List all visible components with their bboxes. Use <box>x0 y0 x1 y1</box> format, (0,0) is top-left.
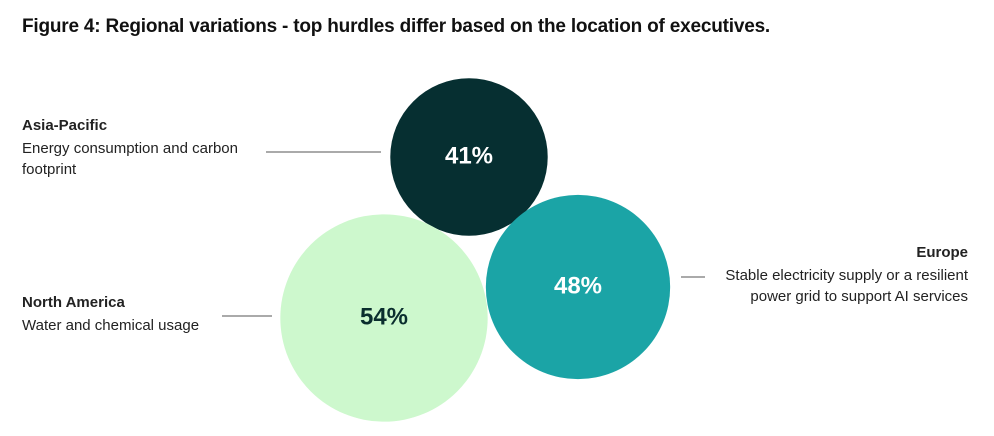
region-description: Energy consumption and carbon footprint <box>22 140 238 178</box>
chart-title: Figure 4: Regional variations - top hurd… <box>22 16 771 37</box>
bubble <box>390 78 548 236</box>
bubble <box>485 194 671 380</box>
region-name: North America <box>22 294 125 311</box>
region-label: Asia-Pacific Energy consumption and carbo… <box>22 115 267 180</box>
region-name: Asia-Pacific <box>22 117 108 134</box>
region-label: Europe Stable electricity supply or a res… <box>703 242 968 307</box>
bubble <box>280 214 488 422</box>
value-label: 48% <box>554 272 602 299</box>
region-description: Stable electricity supply or a resilient… <box>725 267 968 305</box>
region-name: Europe <box>916 244 968 261</box>
value-label: 41% <box>445 142 493 169</box>
value-label: 54% <box>360 303 408 330</box>
region-description: Water and chemical usage <box>22 317 200 334</box>
region-label: North America Water and chemical usage <box>22 292 262 336</box>
